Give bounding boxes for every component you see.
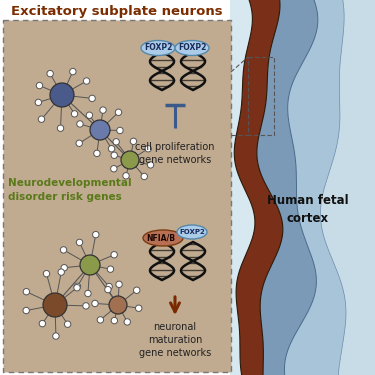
Circle shape [64, 321, 71, 327]
Polygon shape [230, 0, 375, 375]
Text: neuronal
maturation
gene networks: neuronal maturation gene networks [139, 322, 211, 358]
Text: Excitatory subplate neurons: Excitatory subplate neurons [11, 4, 223, 18]
Circle shape [147, 162, 154, 168]
Circle shape [130, 138, 136, 144]
Bar [248, 57, 274, 135]
Circle shape [111, 317, 117, 324]
Circle shape [57, 125, 64, 131]
Circle shape [58, 269, 64, 275]
Circle shape [97, 316, 104, 323]
Circle shape [50, 83, 74, 107]
Circle shape [92, 300, 98, 307]
Ellipse shape [141, 40, 175, 56]
FancyBboxPatch shape [3, 20, 231, 372]
Circle shape [85, 290, 91, 297]
Circle shape [115, 109, 122, 115]
Circle shape [108, 146, 115, 152]
Polygon shape [257, 0, 318, 375]
Text: NFIA/B: NFIA/B [147, 234, 176, 243]
Circle shape [23, 308, 29, 314]
Text: Neurodevelopmental
disorder risk genes: Neurodevelopmental disorder risk genes [8, 178, 132, 202]
Circle shape [117, 127, 123, 134]
Circle shape [106, 284, 112, 290]
Circle shape [38, 116, 45, 122]
Circle shape [89, 95, 95, 102]
Ellipse shape [175, 40, 209, 56]
Circle shape [113, 139, 119, 145]
Circle shape [111, 165, 117, 172]
Text: FOXP2: FOXP2 [178, 44, 206, 52]
Circle shape [100, 107, 106, 113]
Circle shape [80, 255, 100, 275]
Text: cell proliferation
gene networks: cell proliferation gene networks [135, 142, 215, 165]
Circle shape [61, 264, 68, 271]
Circle shape [23, 288, 30, 295]
Polygon shape [234, 0, 283, 375]
Circle shape [36, 82, 43, 89]
Circle shape [145, 146, 152, 152]
Circle shape [107, 266, 114, 272]
Text: FOXP2: FOXP2 [179, 229, 205, 235]
Polygon shape [321, 0, 375, 375]
Circle shape [86, 112, 93, 118]
Circle shape [111, 252, 117, 258]
Circle shape [123, 172, 129, 179]
Text: Human fetal
cortex: Human fetal cortex [267, 195, 349, 225]
Circle shape [105, 286, 111, 293]
Circle shape [83, 78, 90, 84]
Polygon shape [284, 0, 346, 375]
Circle shape [135, 305, 142, 311]
Circle shape [53, 333, 59, 339]
Circle shape [39, 320, 45, 327]
Circle shape [111, 152, 117, 159]
Circle shape [60, 247, 67, 253]
Circle shape [94, 150, 100, 157]
Circle shape [47, 70, 53, 77]
Circle shape [109, 296, 127, 314]
Circle shape [70, 68, 76, 75]
Circle shape [74, 283, 81, 290]
Circle shape [134, 287, 140, 294]
Circle shape [74, 285, 80, 291]
Circle shape [77, 121, 83, 127]
Circle shape [124, 319, 130, 325]
Circle shape [116, 281, 122, 288]
Circle shape [90, 120, 110, 140]
Circle shape [35, 99, 42, 106]
Circle shape [141, 173, 147, 180]
Circle shape [76, 140, 82, 147]
Circle shape [76, 239, 83, 246]
Circle shape [83, 303, 89, 309]
Circle shape [93, 231, 99, 238]
Circle shape [43, 270, 50, 277]
Circle shape [71, 111, 78, 117]
Circle shape [121, 151, 139, 169]
Ellipse shape [143, 230, 183, 246]
Ellipse shape [177, 225, 207, 239]
Text: FOXP2: FOXP2 [144, 44, 172, 52]
Circle shape [43, 293, 67, 317]
